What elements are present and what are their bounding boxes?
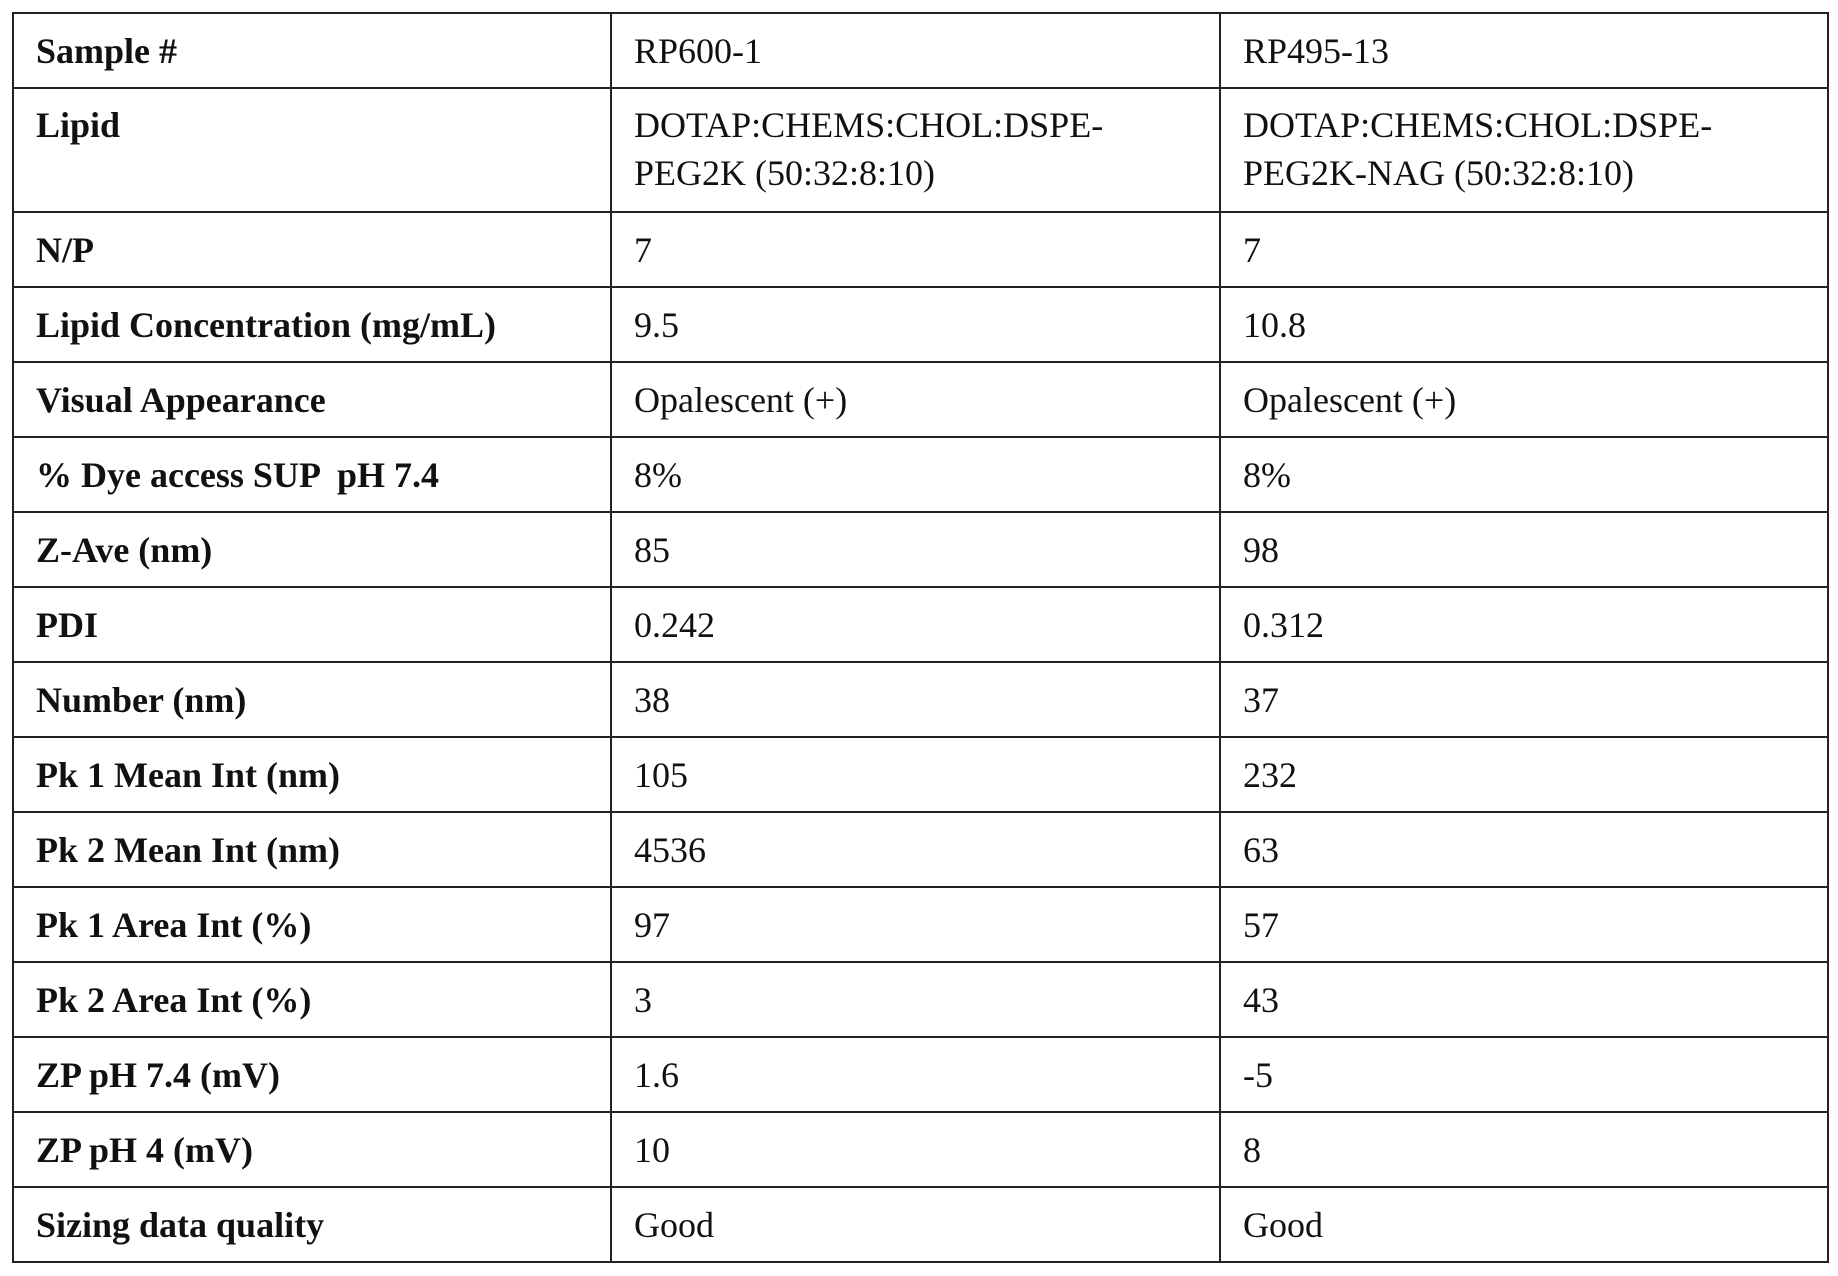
row-header: Number (nm) <box>13 662 611 737</box>
table-cell: RP600-1 <box>611 13 1220 88</box>
table-row: ZP pH 7.4 (mV)1.6-5 <box>13 1037 1828 1112</box>
row-header: Pk 2 Area Int (%) <box>13 962 611 1037</box>
cell-line: PEG2K-NAG (50:32:8:10) <box>1243 149 1805 197</box>
table-cell: 7 <box>611 212 1220 287</box>
table-cell: Opalescent (+) <box>611 362 1220 437</box>
table-cell: 57 <box>1220 887 1828 962</box>
table-cell: 43 <box>1220 962 1828 1037</box>
table-cell: 7 <box>1220 212 1828 287</box>
table-cell: 8 <box>1220 1112 1828 1187</box>
row-header: % Dye access SUP pH 7.4 <box>13 437 611 512</box>
table-row: Lipid Concentration (mg/mL)9.510.8 <box>13 287 1828 362</box>
table-cell: 98 <box>1220 512 1828 587</box>
table-row: Pk 2 Mean Int (nm)453663 <box>13 812 1828 887</box>
row-header: Sample # <box>13 13 611 88</box>
table-cell: DOTAP:CHEMS:CHOL:DSPE-PEG2K-NAG (50:32:8… <box>1220 88 1828 212</box>
row-header: Z-Ave (nm) <box>13 512 611 587</box>
table-row: Z-Ave (nm)8598 <box>13 512 1828 587</box>
table-cell: 0.312 <box>1220 587 1828 662</box>
table-cell: Good <box>1220 1187 1828 1262</box>
table-row: Sizing data qualityGoodGood <box>13 1187 1828 1262</box>
table-cell: 37 <box>1220 662 1828 737</box>
table-body: Sample #RP600-1RP495-13LipidDOTAP:CHEMS:… <box>13 13 1828 1262</box>
table-row: Visual AppearanceOpalescent (+)Opalescen… <box>13 362 1828 437</box>
table-cell: 8% <box>1220 437 1828 512</box>
row-header: Pk 2 Mean Int (nm) <box>13 812 611 887</box>
table-row: Number (nm)3837 <box>13 662 1828 737</box>
row-header: Lipid Concentration (mg/mL) <box>13 287 611 362</box>
table-cell: 8% <box>611 437 1220 512</box>
row-header: Pk 1 Mean Int (nm) <box>13 737 611 812</box>
table-row: N/P77 <box>13 212 1828 287</box>
table-cell: Good <box>611 1187 1220 1262</box>
table-cell: 63 <box>1220 812 1828 887</box>
cell-line: DOTAP:CHEMS:CHOL:DSPE- <box>1243 101 1805 149</box>
table-cell: 0.242 <box>611 587 1220 662</box>
cell-line: PEG2K (50:32:8:10) <box>634 149 1197 197</box>
table-cell: 38 <box>611 662 1220 737</box>
table-cell: DOTAP:CHEMS:CHOL:DSPE-PEG2K (50:32:8:10) <box>611 88 1220 212</box>
table-cell: 85 <box>611 512 1220 587</box>
row-header: Lipid <box>13 88 611 212</box>
cell-line: DOTAP:CHEMS:CHOL:DSPE- <box>634 101 1197 149</box>
table-cell: 1.6 <box>611 1037 1220 1112</box>
table-cell: 10 <box>611 1112 1220 1187</box>
table-row: LipidDOTAP:CHEMS:CHOL:DSPE-PEG2K (50:32:… <box>13 88 1828 212</box>
table-row: % Dye access SUP pH 7.48%8% <box>13 437 1828 512</box>
table-row: Pk 1 Area Int (%)9757 <box>13 887 1828 962</box>
row-header: N/P <box>13 212 611 287</box>
row-header: ZP pH 7.4 (mV) <box>13 1037 611 1112</box>
row-header: ZP pH 4 (mV) <box>13 1112 611 1187</box>
table-cell: -5 <box>1220 1037 1828 1112</box>
table-cell: 105 <box>611 737 1220 812</box>
table-cell: 3 <box>611 962 1220 1037</box>
table-cell: 97 <box>611 887 1220 962</box>
table-cell: 4536 <box>611 812 1220 887</box>
row-header: Visual Appearance <box>13 362 611 437</box>
table-row: ZP pH 4 (mV)108 <box>13 1112 1828 1187</box>
table-row: Pk 1 Mean Int (nm)105232 <box>13 737 1828 812</box>
table-row: Sample #RP600-1RP495-13 <box>13 13 1828 88</box>
row-header: Pk 1 Area Int (%) <box>13 887 611 962</box>
table-row: Pk 2 Area Int (%)343 <box>13 962 1828 1037</box>
table-cell: 232 <box>1220 737 1828 812</box>
table-cell: RP495-13 <box>1220 13 1828 88</box>
data-table: Sample #RP600-1RP495-13LipidDOTAP:CHEMS:… <box>12 12 1829 1263</box>
table-row: PDI0.2420.312 <box>13 587 1828 662</box>
row-header: PDI <box>13 587 611 662</box>
table-cell: 10.8 <box>1220 287 1828 362</box>
table-cell: 9.5 <box>611 287 1220 362</box>
table-cell: Opalescent (+) <box>1220 362 1828 437</box>
row-header: Sizing data quality <box>13 1187 611 1262</box>
